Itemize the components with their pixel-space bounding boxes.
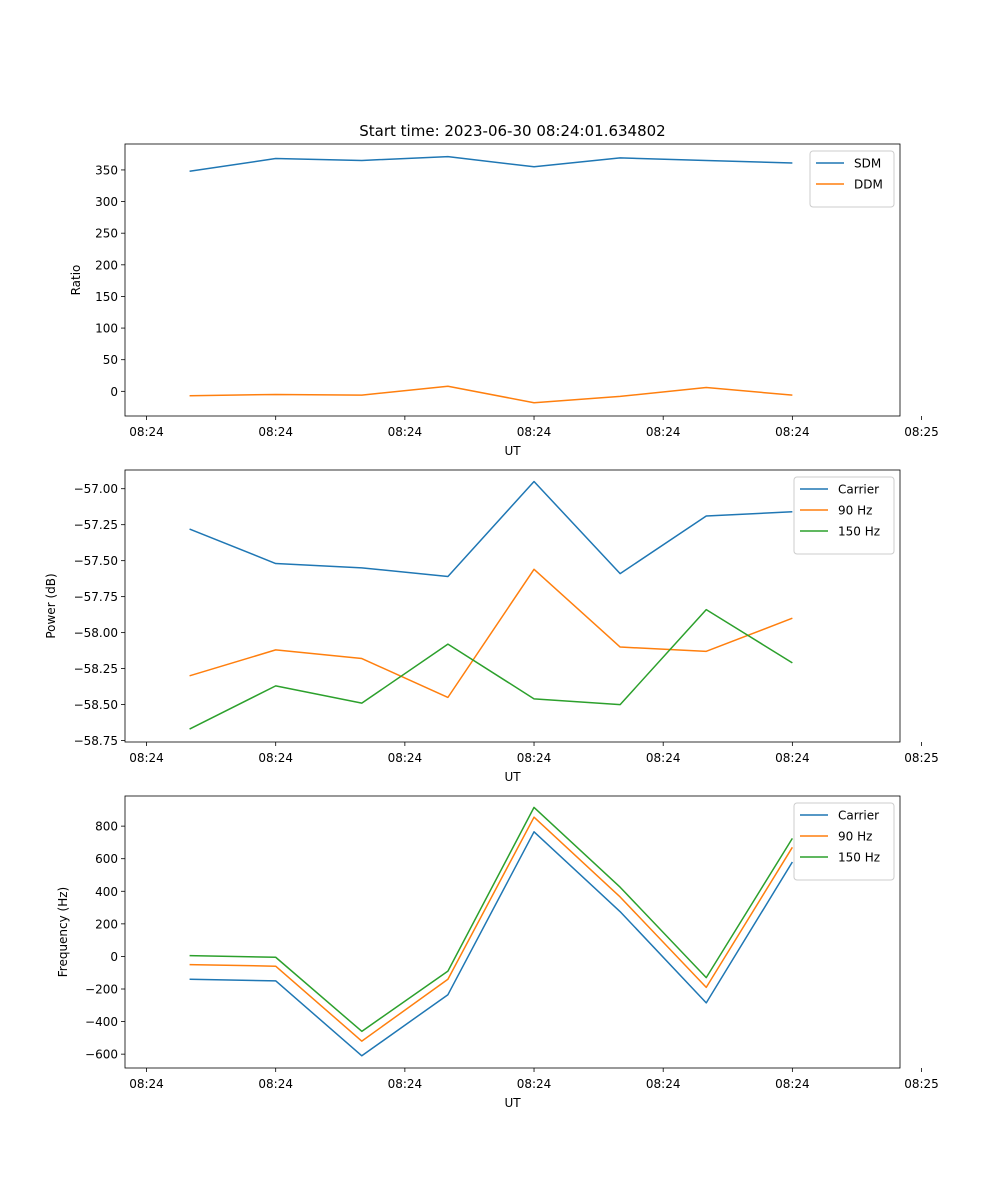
x-tick-label: 08:24 (129, 425, 164, 439)
series-line-90-hz (189, 816, 793, 1042)
y-tick-label: −58.25 (74, 662, 118, 676)
x-tick-label: 08:24 (646, 425, 681, 439)
y-tick-label: −200 (85, 983, 118, 997)
x-tick-label: 08:24 (388, 1077, 423, 1091)
x-tick-label: 08:24 (775, 1077, 810, 1091)
series-line-90-hz (189, 568, 793, 699)
x-tick-label: 08:24 (775, 425, 810, 439)
legend: Carrier 90 Hz 150 Hz (793, 476, 895, 555)
x-axis-label: UT (504, 770, 521, 784)
series-line-sdm (189, 155, 793, 172)
legend-label: DDM (854, 178, 883, 192)
legend-label: 150 Hz (838, 851, 880, 865)
x-tick-label: 08:24 (646, 751, 681, 765)
series-line-150-hz (189, 806, 793, 1033)
x-tick-label: 08:24 (388, 751, 423, 765)
x-tick-label: 08:24 (258, 751, 293, 765)
x-tick-label: 08:24 (517, 425, 552, 439)
y-tick-label: −57.00 (74, 482, 118, 496)
legend-box (809, 150, 895, 208)
y-axis-label: Power (dB) (44, 573, 58, 638)
y-tick-label: 250 (95, 227, 118, 241)
y-axis-label: Frequency (Hz) (56, 887, 70, 978)
y-tick-label: 400 (95, 885, 118, 899)
series-line-150-hz (189, 608, 793, 730)
x-axis-label: UT (504, 444, 521, 458)
y-tick-label: 0 (110, 950, 118, 964)
y-tick-label: 100 (95, 322, 118, 336)
y-tick-label: 150 (95, 290, 118, 304)
x-tick-label: 08:24 (129, 751, 164, 765)
x-tick-label: 08:25 (904, 1077, 939, 1091)
y-tick-label: −57.25 (74, 518, 118, 532)
x-tick-label: 08:25 (904, 425, 939, 439)
legend-box (793, 802, 895, 881)
legend-label: Carrier (838, 809, 879, 823)
y-tick-label: −58.75 (74, 734, 118, 748)
y-tick-label: 50 (103, 353, 118, 367)
y-tick-label: −400 (85, 1015, 118, 1029)
x-tick-label: 08:25 (904, 751, 939, 765)
y-tick-label: 200 (95, 917, 118, 931)
plot-frame (124, 469, 901, 743)
legend: SDM DDM (809, 150, 895, 208)
x-tick-label: 08:24 (258, 1077, 293, 1091)
y-tick-label: −600 (85, 1048, 118, 1062)
y-tick-label: 800 (95, 820, 118, 834)
ratio-panel: 08:24 08:24 08:24 08:24 08:24 08:24 08:25 0 50 10… (69, 143, 939, 458)
legend-box (793, 476, 895, 555)
power-panel: 08:24 08:24 08:24 08:24 08:24 08:24 08:25 −58.7… (44, 469, 939, 784)
legend-label: 90 Hz (838, 830, 872, 844)
y-tick-label: 0 (110, 385, 118, 399)
plot-frame (124, 795, 901, 1069)
y-tick-label: 600 (95, 852, 118, 866)
frequency-panel: 08:24 08:24 08:24 08:24 08:24 08:24 08:25 −600 −… (56, 795, 939, 1110)
y-tick-label: −58.00 (74, 626, 118, 640)
x-tick-label: 08:24 (517, 1077, 552, 1091)
legend-label: Carrier (838, 483, 879, 497)
y-tick-label: 300 (95, 195, 118, 209)
x-tick-label: 08:24 (775, 751, 810, 765)
series-line-ddm (189, 385, 793, 404)
x-tick-label: 08:24 (258, 425, 293, 439)
series-line-carrier (189, 480, 793, 578)
figure-title: Start time: 2023-06-30 08:24:01.634802 (359, 122, 665, 140)
x-tick-label: 08:24 (646, 1077, 681, 1091)
y-tick-label: −57.50 (74, 554, 118, 568)
legend: Carrier 90 Hz 150 Hz (793, 802, 895, 881)
y-tick-label: 200 (95, 258, 118, 272)
legend-label: 90 Hz (838, 504, 872, 518)
x-tick-label: 08:24 (129, 1077, 164, 1091)
series-line-carrier (189, 831, 793, 1057)
y-tick-label: 350 (95, 163, 118, 177)
y-axis-label: Ratio (69, 265, 83, 296)
x-tick-label: 08:24 (517, 751, 552, 765)
x-axis-label: UT (504, 1096, 521, 1110)
y-tick-label: −57.75 (74, 590, 118, 604)
y-tick-label: −58.50 (74, 698, 118, 712)
x-tick-label: 08:24 (388, 425, 423, 439)
legend-label: 150 Hz (838, 525, 880, 539)
legend-label: SDM (854, 157, 881, 171)
plot-frame (124, 143, 901, 417)
